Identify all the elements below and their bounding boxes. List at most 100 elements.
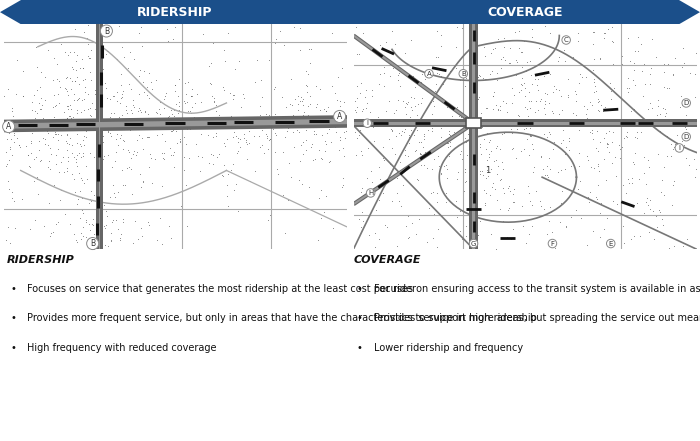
Point	[497, 117, 508, 124]
Point	[101, 222, 112, 229]
Point	[101, 207, 112, 214]
Point	[24, 226, 35, 233]
Point	[477, 172, 489, 179]
Point	[538, 105, 550, 112]
Point	[462, 152, 473, 159]
Point	[497, 97, 508, 105]
Point	[582, 242, 593, 249]
Point	[165, 151, 176, 158]
Point	[262, 117, 274, 124]
Point	[616, 111, 627, 118]
Point	[69, 25, 80, 32]
Point	[618, 198, 629, 205]
Point	[263, 136, 274, 143]
Point	[435, 134, 447, 141]
Point	[436, 170, 447, 177]
Point	[503, 182, 514, 189]
Point	[241, 140, 253, 147]
Point	[548, 82, 559, 90]
Point	[531, 116, 542, 123]
Point	[428, 103, 440, 110]
Point	[353, 132, 364, 139]
Point	[219, 119, 230, 126]
Point	[124, 163, 135, 170]
Point	[630, 149, 641, 156]
Point	[659, 106, 670, 113]
Point	[314, 146, 325, 153]
Point	[523, 116, 534, 123]
Point	[153, 106, 164, 113]
Point	[50, 102, 61, 109]
Point	[249, 168, 260, 175]
Point	[119, 181, 130, 188]
Point	[78, 29, 90, 36]
Point	[460, 168, 471, 176]
Point	[688, 155, 699, 162]
Point	[496, 130, 507, 137]
Point	[134, 132, 145, 139]
Point	[85, 112, 96, 120]
Point	[621, 133, 632, 140]
Point	[451, 213, 462, 220]
Point	[12, 135, 23, 142]
Point	[100, 84, 111, 91]
Point	[242, 121, 253, 128]
Point	[528, 163, 540, 170]
Point	[178, 133, 190, 140]
Point	[302, 112, 314, 119]
Point	[129, 217, 140, 224]
Point	[330, 128, 342, 135]
Point	[25, 137, 36, 144]
Point	[29, 115, 41, 122]
Point	[668, 181, 679, 188]
Text: Focuses on ensuring access to the transit system is available in as many places : Focuses on ensuring access to the transi…	[374, 284, 700, 294]
Point	[55, 131, 66, 138]
Point	[453, 168, 464, 176]
Point	[51, 220, 62, 228]
Point	[79, 120, 90, 127]
Text: Provides service in more areas, but spreading the service out means spreading it: Provides service in more areas, but spre…	[374, 314, 700, 323]
Point	[159, 92, 170, 99]
Point	[629, 134, 641, 141]
Point	[141, 84, 152, 91]
Point	[11, 56, 22, 64]
Point	[498, 34, 509, 41]
Point	[627, 158, 638, 165]
Point	[653, 97, 664, 104]
Point	[529, 75, 540, 82]
Point	[157, 149, 168, 156]
Point	[196, 98, 207, 105]
Bar	[466, 118, 481, 128]
Point	[456, 236, 468, 243]
Point	[193, 153, 204, 160]
Point	[44, 158, 55, 165]
Point	[505, 44, 516, 51]
Point	[507, 145, 518, 152]
Point	[435, 124, 446, 131]
Point	[64, 220, 76, 227]
Point	[507, 85, 518, 92]
Point	[126, 115, 137, 122]
Point	[9, 224, 20, 232]
Point	[412, 176, 423, 183]
Point	[126, 106, 137, 113]
Point	[332, 97, 343, 104]
Point	[533, 44, 545, 51]
Point	[295, 116, 307, 123]
Point	[543, 154, 554, 161]
Point	[255, 102, 266, 109]
Point	[588, 29, 599, 36]
Point	[142, 218, 153, 225]
Point	[648, 236, 659, 243]
Point	[662, 61, 673, 68]
Point	[370, 207, 382, 214]
Point	[40, 126, 51, 133]
Point	[60, 210, 71, 217]
Point	[585, 163, 596, 170]
Point	[80, 120, 92, 127]
Point	[476, 109, 487, 116]
Point	[629, 122, 641, 129]
Point	[270, 131, 281, 138]
Point	[254, 112, 265, 119]
Point	[386, 127, 398, 134]
